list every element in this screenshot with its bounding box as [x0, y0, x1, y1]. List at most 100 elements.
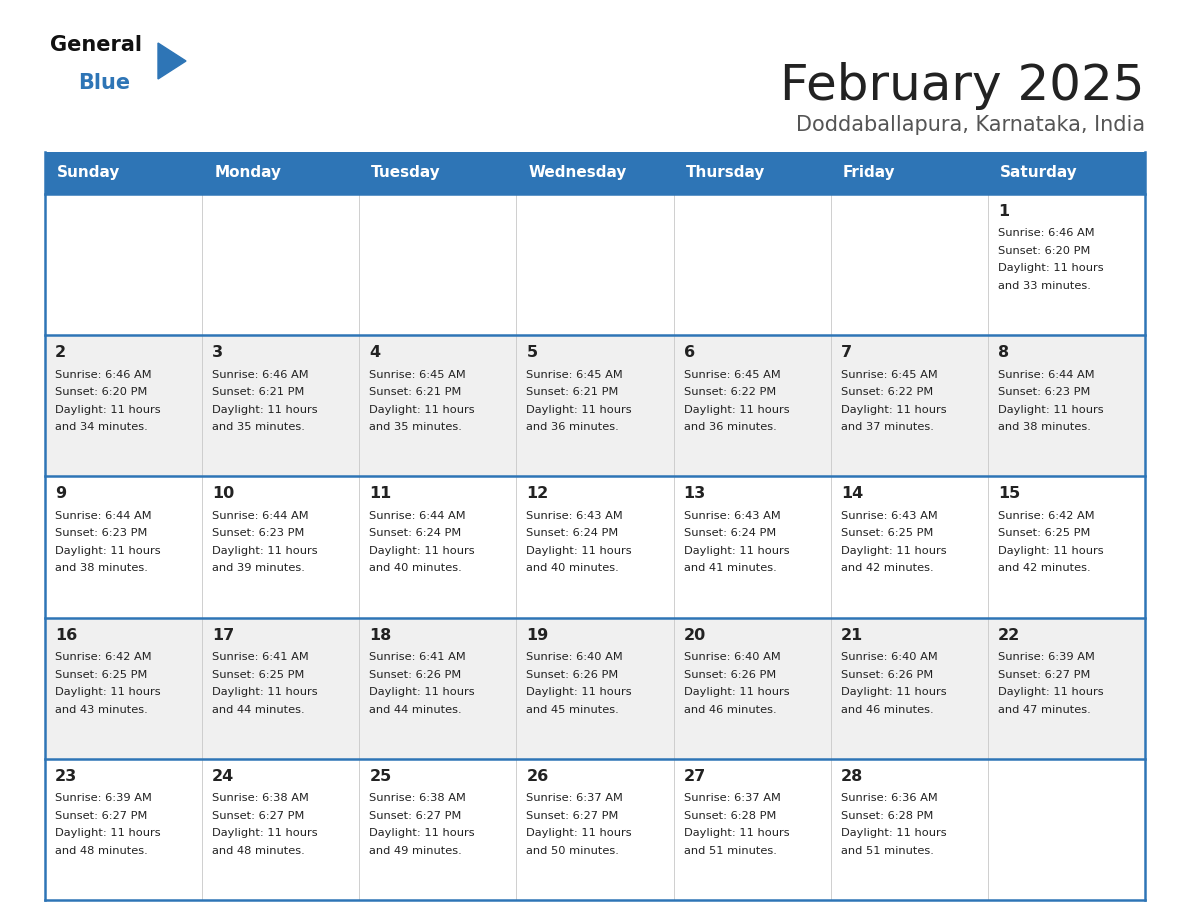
Text: Daylight: 11 hours: Daylight: 11 hours [213, 828, 317, 838]
Text: Sunrise: 6:37 AM: Sunrise: 6:37 AM [683, 793, 781, 803]
Text: and 44 minutes.: and 44 minutes. [369, 705, 462, 714]
Text: Daylight: 11 hours: Daylight: 11 hours [213, 546, 317, 556]
Text: Sunset: 6:21 PM: Sunset: 6:21 PM [369, 387, 462, 397]
Text: Thursday: Thursday [685, 165, 765, 181]
Text: Tuesday: Tuesday [372, 165, 441, 181]
Text: 11: 11 [369, 487, 392, 501]
Text: 22: 22 [998, 628, 1020, 643]
Text: 15: 15 [998, 487, 1020, 501]
Text: Sunrise: 6:45 AM: Sunrise: 6:45 AM [841, 370, 937, 380]
Text: Sunset: 6:25 PM: Sunset: 6:25 PM [998, 529, 1091, 538]
Text: Sunset: 6:24 PM: Sunset: 6:24 PM [369, 529, 461, 538]
Text: Sunset: 6:27 PM: Sunset: 6:27 PM [526, 811, 619, 821]
Text: and 33 minutes.: and 33 minutes. [998, 281, 1091, 291]
Text: Daylight: 11 hours: Daylight: 11 hours [683, 828, 789, 838]
Text: and 34 minutes.: and 34 minutes. [55, 422, 147, 432]
Text: Sunrise: 6:45 AM: Sunrise: 6:45 AM [369, 370, 466, 380]
Text: Sunrise: 6:45 AM: Sunrise: 6:45 AM [526, 370, 624, 380]
Text: Sunset: 6:27 PM: Sunset: 6:27 PM [369, 811, 462, 821]
Text: Sunrise: 6:36 AM: Sunrise: 6:36 AM [841, 793, 937, 803]
Text: 17: 17 [213, 628, 234, 643]
Text: 26: 26 [526, 768, 549, 784]
Text: Daylight: 11 hours: Daylight: 11 hours [841, 405, 947, 415]
Text: Sunrise: 6:43 AM: Sunrise: 6:43 AM [683, 511, 781, 521]
Text: Daylight: 11 hours: Daylight: 11 hours [683, 405, 789, 415]
Text: Daylight: 11 hours: Daylight: 11 hours [369, 546, 475, 556]
Text: and 47 minutes.: and 47 minutes. [998, 705, 1091, 714]
Text: Saturday: Saturday [1000, 165, 1078, 181]
Bar [45, 194, 1145, 335]
Text: 4: 4 [369, 345, 380, 360]
Text: Sunset: 6:21 PM: Sunset: 6:21 PM [526, 387, 619, 397]
Text: Sunset: 6:26 PM: Sunset: 6:26 PM [526, 669, 619, 679]
Text: 2: 2 [55, 345, 67, 360]
Text: Sunset: 6:26 PM: Sunset: 6:26 PM [369, 669, 461, 679]
Text: Sunrise: 6:39 AM: Sunrise: 6:39 AM [998, 652, 1094, 662]
Text: Wednesday: Wednesday [529, 165, 627, 181]
Text: Sunset: 6:23 PM: Sunset: 6:23 PM [213, 529, 304, 538]
Text: and 35 minutes.: and 35 minutes. [213, 422, 305, 432]
Text: 21: 21 [841, 628, 862, 643]
Text: Daylight: 11 hours: Daylight: 11 hours [526, 687, 632, 697]
Text: Sunset: 6:24 PM: Sunset: 6:24 PM [683, 529, 776, 538]
Text: Sunrise: 6:42 AM: Sunrise: 6:42 AM [998, 511, 1094, 521]
Text: Daylight: 11 hours: Daylight: 11 hours [55, 546, 160, 556]
Text: Sunrise: 6:45 AM: Sunrise: 6:45 AM [683, 370, 781, 380]
Text: 19: 19 [526, 628, 549, 643]
Text: Sunrise: 6:44 AM: Sunrise: 6:44 AM [55, 511, 152, 521]
Text: and 41 minutes.: and 41 minutes. [683, 564, 776, 574]
Text: 1: 1 [998, 204, 1009, 219]
Text: Sunrise: 6:39 AM: Sunrise: 6:39 AM [55, 793, 152, 803]
Text: Sunset: 6:25 PM: Sunset: 6:25 PM [55, 669, 147, 679]
Text: Daylight: 11 hours: Daylight: 11 hours [55, 828, 160, 838]
Bar [45, 476, 1145, 618]
Text: Sunset: 6:27 PM: Sunset: 6:27 PM [55, 811, 147, 821]
Text: and 35 minutes.: and 35 minutes. [369, 422, 462, 432]
Text: Daylight: 11 hours: Daylight: 11 hours [369, 687, 475, 697]
Text: and 40 minutes.: and 40 minutes. [369, 564, 462, 574]
Text: 7: 7 [841, 345, 852, 360]
Text: Daylight: 11 hours: Daylight: 11 hours [213, 405, 317, 415]
Text: and 46 minutes.: and 46 minutes. [683, 705, 776, 714]
Text: Daylight: 11 hours: Daylight: 11 hours [55, 405, 160, 415]
Text: Daylight: 11 hours: Daylight: 11 hours [998, 687, 1104, 697]
Text: Sunset: 6:26 PM: Sunset: 6:26 PM [841, 669, 933, 679]
Bar [45, 152, 1145, 194]
Text: Sunrise: 6:46 AM: Sunrise: 6:46 AM [55, 370, 152, 380]
Text: and 40 minutes.: and 40 minutes. [526, 564, 619, 574]
Text: Daylight: 11 hours: Daylight: 11 hours [526, 405, 632, 415]
Text: Sunrise: 6:38 AM: Sunrise: 6:38 AM [213, 793, 309, 803]
Text: and 37 minutes.: and 37 minutes. [841, 422, 934, 432]
Text: General: General [50, 35, 143, 55]
Text: 10: 10 [213, 487, 234, 501]
Text: and 36 minutes.: and 36 minutes. [526, 422, 619, 432]
Text: Daylight: 11 hours: Daylight: 11 hours [55, 687, 160, 697]
Text: Sunset: 6:20 PM: Sunset: 6:20 PM [55, 387, 147, 397]
Text: and 38 minutes.: and 38 minutes. [998, 422, 1091, 432]
Text: Daylight: 11 hours: Daylight: 11 hours [526, 828, 632, 838]
Text: Sunday: Sunday [57, 165, 120, 181]
Text: Sunrise: 6:41 AM: Sunrise: 6:41 AM [369, 652, 466, 662]
Text: Monday: Monday [214, 165, 282, 181]
Text: Sunrise: 6:44 AM: Sunrise: 6:44 AM [998, 370, 1094, 380]
Text: 8: 8 [998, 345, 1009, 360]
Text: Sunset: 6:22 PM: Sunset: 6:22 PM [841, 387, 933, 397]
Text: Daylight: 11 hours: Daylight: 11 hours [213, 687, 317, 697]
Text: Daylight: 11 hours: Daylight: 11 hours [998, 546, 1104, 556]
Text: Daylight: 11 hours: Daylight: 11 hours [841, 687, 947, 697]
Bar [45, 618, 1145, 759]
Text: Sunset: 6:27 PM: Sunset: 6:27 PM [998, 669, 1091, 679]
Text: and 45 minutes.: and 45 minutes. [526, 705, 619, 714]
Text: and 43 minutes.: and 43 minutes. [55, 705, 147, 714]
Text: Daylight: 11 hours: Daylight: 11 hours [683, 687, 789, 697]
Text: Sunset: 6:27 PM: Sunset: 6:27 PM [213, 811, 304, 821]
Text: Daylight: 11 hours: Daylight: 11 hours [841, 546, 947, 556]
Text: Daylight: 11 hours: Daylight: 11 hours [841, 828, 947, 838]
Text: Sunset: 6:28 PM: Sunset: 6:28 PM [683, 811, 776, 821]
Text: 16: 16 [55, 628, 77, 643]
Text: Daylight: 11 hours: Daylight: 11 hours [998, 405, 1104, 415]
Text: Doddaballapura, Karnataka, India: Doddaballapura, Karnataka, India [796, 115, 1145, 135]
Text: 27: 27 [683, 768, 706, 784]
Text: 18: 18 [369, 628, 392, 643]
Text: and 42 minutes.: and 42 minutes. [998, 564, 1091, 574]
